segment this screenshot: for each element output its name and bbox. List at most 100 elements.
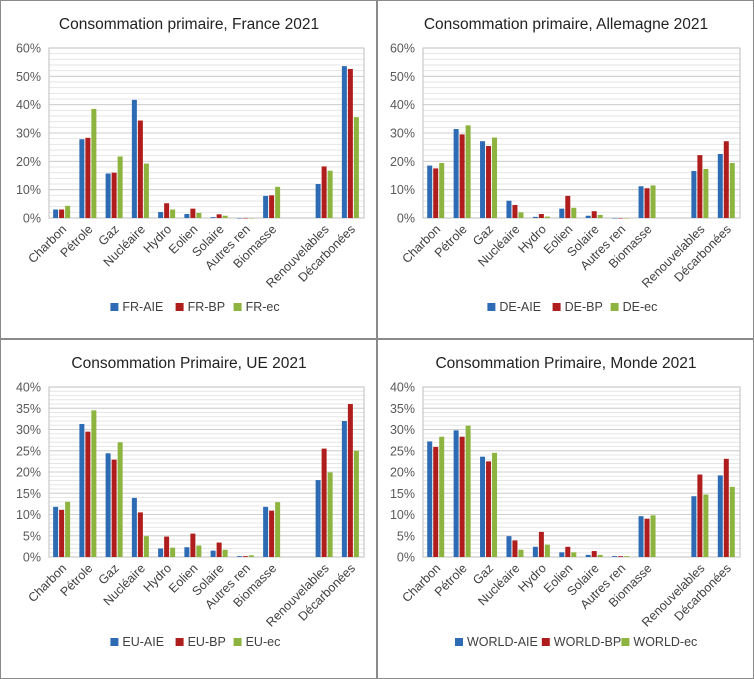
bar-de-aie-eolien	[559, 208, 565, 218]
y-tick-label: 10%	[390, 183, 415, 197]
bar-de-ec-nucléaire	[518, 212, 524, 218]
bar-de-ec-charbon	[439, 163, 445, 218]
legend-swatch-eu-ec	[233, 638, 242, 646]
bar-de-aie-décarbonées	[717, 153, 723, 218]
plot-area	[422, 47, 741, 219]
bar-eu-bp-solaire	[216, 542, 222, 557]
bar-de-aie-pétrole	[453, 129, 459, 218]
bar-world-bp-autres-ren	[618, 556, 624, 557]
bar-fr-aie-gaz	[105, 173, 111, 218]
bar-de-bp-charbon	[433, 168, 439, 218]
legend-swatch-fr-bp	[175, 303, 184, 311]
y-tick-label: 40%	[390, 381, 415, 395]
bar-world-ec-autres-ren	[624, 556, 630, 557]
bar-eu-ec-charbon	[65, 501, 71, 557]
bar-eu-bp-renouvelables	[321, 448, 327, 557]
bar-world-ec-gaz	[492, 452, 498, 557]
y-tick-label: 10%	[16, 508, 41, 522]
y-tick-label: 30%	[16, 423, 41, 437]
bar-de-ec-gaz	[492, 137, 498, 218]
bar-de-ec-eolien	[571, 207, 577, 218]
bar-fr-ec-gaz	[117, 156, 123, 218]
legend-label: WORLD-ec	[633, 635, 697, 649]
bar-eu-ec-solaire	[222, 549, 228, 557]
bar-eu-aie-solaire	[210, 550, 216, 557]
bar-eu-aie-nucléaire	[131, 497, 137, 557]
bar-eu-bp-hydro	[164, 536, 170, 557]
bar-world-aie-solaire	[585, 554, 591, 557]
bar-world-aie-nucléaire	[506, 536, 512, 557]
bar-fr-ec-biomasse	[275, 186, 281, 218]
bar-world-aie-eolien	[559, 552, 565, 557]
bar-de-bp-renouvelables	[697, 155, 703, 218]
bar-eu-aie-renouvelables	[315, 480, 321, 557]
bar-fr-bp-hydro	[164, 203, 170, 218]
panel-ue: Consommation Primaire, UE 2021 0% 5% 10% 15%…	[0, 339, 377, 679]
bar-fr-bp-charbon	[59, 209, 65, 218]
bar-fr-bp-autres-ren	[242, 218, 248, 219]
y-tick-label: 15%	[16, 487, 41, 501]
legend-label: WORLD-BP	[554, 635, 621, 649]
bar-fr-bp-eolien	[190, 208, 196, 218]
y-tick-label: 60%	[16, 42, 41, 56]
y-tick-label: 60%	[390, 42, 415, 56]
bar-world-ec-hydro	[544, 544, 550, 557]
bar-de-aie-autres-ren	[612, 218, 618, 219]
panel-monde: Consommation Primaire, Monde 2021 0% 5% 10%…	[377, 339, 754, 679]
bar-eu-aie-biomasse	[263, 506, 269, 557]
y-tick-label: 40%	[16, 381, 41, 395]
legend-swatch-eu-aie	[110, 638, 119, 646]
y-tick-label: 35%	[390, 402, 415, 416]
bar-de-ec-biomasse	[650, 185, 656, 218]
y-tick-label: 10%	[16, 183, 41, 197]
bar-eu-aie-charbon	[53, 506, 59, 557]
bar-eu-ec-renouvelables	[327, 472, 333, 557]
bar-world-ec-renouvelables	[703, 494, 709, 557]
bar-fr-ec-eolien	[196, 212, 202, 218]
bar-world-bp-charbon	[433, 446, 439, 557]
y-tick-label: 20%	[16, 466, 41, 480]
bar-de-bp-nucléaire	[512, 204, 518, 218]
y-tick-label: 30%	[16, 127, 41, 141]
bar-eu-ec-nucléaire	[143, 536, 149, 557]
y-tick-label: 20%	[390, 155, 415, 169]
bar-eu-aie-hydro	[158, 548, 164, 557]
legend-label: EU-BP	[188, 635, 226, 649]
y-tick-label: 0%	[397, 212, 415, 226]
chart-title: Consommation primaire, France 2021	[59, 16, 319, 33]
legend-swatch-eu-bp	[175, 638, 184, 646]
bar-world-bp-décarbonées	[723, 458, 729, 557]
bar-de-bp-pétrole	[459, 134, 465, 218]
bar-de-aie-solaire	[585, 215, 591, 218]
bar-world-aie-décarbonées	[717, 475, 723, 557]
bar-world-aie-autres-ren	[612, 556, 618, 557]
bar-fr-ec-solaire	[222, 215, 228, 218]
bar-de-aie-biomasse	[638, 186, 644, 218]
bar-de-bp-autres-ren	[618, 218, 624, 219]
bar-eu-aie-gaz	[105, 453, 111, 557]
legend-label: WORLD-AIE	[467, 635, 538, 649]
legend-label: EU-AIE	[122, 635, 164, 649]
bar-eu-bp-décarbonées	[347, 404, 353, 557]
bar-fr-ec-charbon	[65, 205, 71, 218]
bar-world-bp-hydro	[538, 531, 544, 557]
bar-de-bp-biomasse	[644, 188, 650, 218]
bar-fr-ec-renouvelables	[327, 170, 333, 218]
bar-world-ec-solaire	[597, 554, 603, 557]
y-tick-label: 40%	[16, 98, 41, 112]
bar-world-aie-gaz	[480, 456, 486, 557]
bar-world-aie-charbon	[427, 441, 433, 557]
legend-label: FR-BP	[188, 300, 226, 314]
y-tick-label: 25%	[16, 444, 41, 458]
bar-de-aie-charbon	[427, 165, 433, 218]
bar-fr-aie-biomasse	[263, 195, 269, 218]
legend-swatch-de-aie	[487, 303, 496, 311]
bar-de-ec-renouvelables	[703, 168, 709, 218]
bar-fr-ec-autres-ren	[248, 218, 254, 219]
bar-world-aie-biomasse	[638, 516, 644, 557]
y-tick-label: 40%	[390, 98, 415, 112]
bar-de-ec-hydro	[544, 216, 550, 218]
legend-swatch-fr-ec	[233, 303, 242, 311]
bar-fr-ec-décarbonées	[353, 117, 359, 218]
panel-allemagne: Consommation primaire, Allemagne 2021 0% 1…	[377, 0, 754, 339]
